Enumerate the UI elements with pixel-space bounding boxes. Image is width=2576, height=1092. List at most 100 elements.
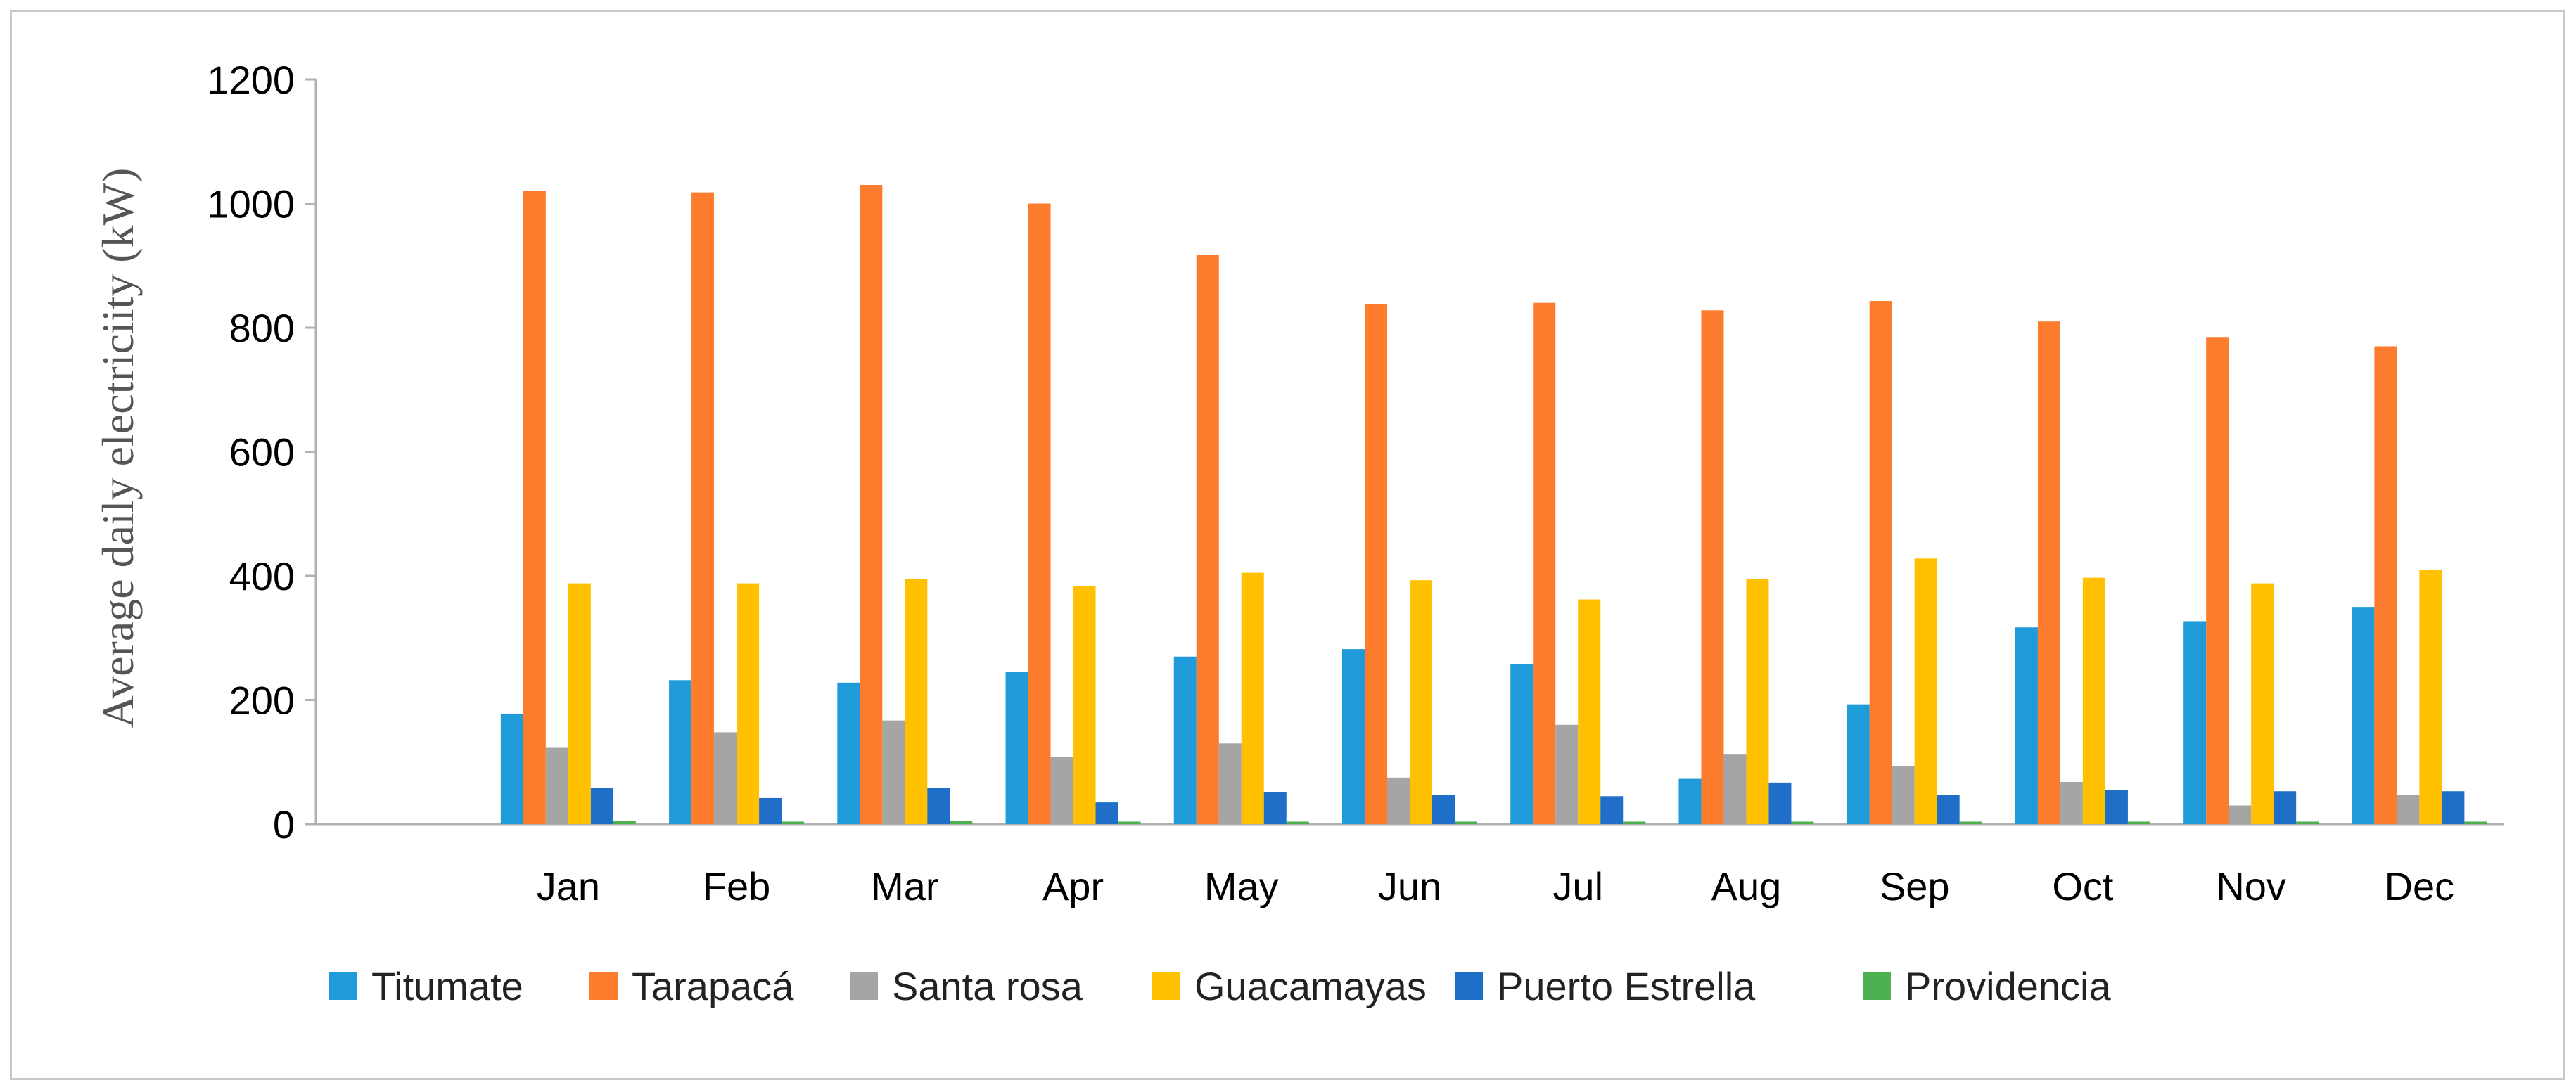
legend-swatch (1152, 972, 1180, 1000)
legend-label: Guacamayas (1194, 964, 1427, 1008)
bar (2105, 790, 2128, 824)
y-tick-label: 800 (229, 306, 295, 350)
bar (500, 713, 523, 824)
legend-label: Providencia (1905, 964, 2111, 1008)
bar (782, 821, 805, 824)
bar (2296, 821, 2319, 824)
x-tick-label: Feb (703, 864, 771, 908)
bar (837, 682, 860, 824)
x-tick-label: Jan (537, 864, 600, 908)
bar (1623, 821, 1646, 824)
bar (2037, 321, 2060, 824)
bar (2464, 821, 2487, 824)
bar (590, 788, 613, 824)
bar (1791, 821, 1814, 824)
bar (1196, 255, 1219, 824)
bar (1241, 572, 1264, 824)
x-tick-label: Oct (2052, 864, 2114, 908)
legend-swatch (329, 972, 357, 1000)
bar (1095, 802, 1118, 824)
bar (927, 788, 950, 824)
bar (714, 732, 737, 824)
bar (1533, 302, 1556, 824)
bar (1847, 704, 1870, 824)
x-tick-label: Jul (1552, 864, 1603, 908)
legend: Titumate Tarapacá Santa rosa Guacamayas Puer… (329, 964, 2111, 1008)
bar (2374, 346, 2397, 825)
bar (1892, 766, 1915, 824)
x-tick-label: May (1204, 864, 1279, 908)
y-axis-title-group: Average daily electriciity (kW) (93, 168, 143, 728)
bar (2419, 570, 2442, 824)
y-tick-label: 200 (229, 679, 295, 723)
bar (1555, 724, 1579, 824)
bar (2274, 791, 2297, 824)
bar (905, 579, 928, 824)
bar (759, 797, 782, 824)
bar (1746, 579, 1769, 824)
bar (1937, 795, 1960, 824)
bar (691, 192, 715, 824)
x-tick-label: Mar (871, 864, 938, 908)
legend-label: Tarapacá (632, 964, 794, 1008)
legend-swatch (1863, 972, 1891, 1000)
bar (1387, 777, 1410, 824)
bar (1432, 795, 1455, 824)
bars (500, 185, 2487, 825)
y-tick-label: 600 (229, 430, 295, 475)
x-tick-label: Apr (1042, 864, 1104, 908)
bar (568, 583, 591, 824)
bar (860, 185, 883, 824)
bar (1263, 792, 1287, 824)
x-tick-label: Jun (1378, 864, 1441, 908)
bar (2082, 577, 2105, 824)
bar (2229, 805, 2252, 824)
bar (2015, 627, 2038, 824)
x-ticks: Jan Feb Mar Apr May Jun Jul Aug Sep Oct Nov Dec (537, 864, 2454, 908)
legend-label: Santa rosa (892, 964, 1083, 1008)
bar (1701, 310, 1724, 824)
bar (2060, 781, 2083, 824)
bar (1073, 586, 1096, 824)
bar (1600, 796, 1624, 824)
bar (2442, 791, 2465, 824)
bar (1578, 599, 1601, 824)
bar (1768, 782, 1792, 824)
y-tick-label: 1000 (207, 182, 295, 226)
y-ticks: 0 200 400 600 800 1000 1200 (207, 58, 316, 847)
bar (1959, 821, 1982, 824)
legend-label: Puerto Estrella (1497, 964, 1756, 1008)
x-tick-label: Dec (2385, 864, 2455, 908)
bar (2352, 607, 2375, 824)
bar (2127, 821, 2150, 824)
bar (2251, 583, 2274, 824)
bar (545, 747, 568, 824)
legend-label: Titumate (371, 964, 523, 1008)
bar (669, 680, 692, 824)
bar (1410, 580, 1432, 824)
y-tick-label: 1200 (207, 58, 295, 102)
bar (2397, 795, 2420, 824)
y-tick-label: 0 (273, 802, 295, 847)
bar (1005, 672, 1028, 824)
legend-swatch (850, 972, 878, 1000)
x-tick-label: Sep (1880, 864, 1950, 908)
chart-frame: Average daily electriciity (kW) 0 200 400 6… (10, 10, 2565, 1080)
bar (1869, 301, 1892, 824)
bar (1173, 656, 1197, 824)
bar (1914, 558, 1937, 824)
x-tick-label: Nov (2216, 864, 2286, 908)
bar (1118, 821, 1141, 824)
bar (737, 583, 760, 824)
y-axis-title: Average daily electriciity (kW) (93, 168, 143, 728)
bar (950, 821, 973, 824)
bar (523, 191, 546, 825)
bar-chart: Average daily electriciity (kW) 0 200 400 6… (93, 58, 2504, 1008)
x-tick-label: Aug (1711, 864, 1782, 908)
bar (1510, 664, 1534, 824)
bar (1218, 743, 1242, 824)
bar (1365, 304, 1387, 825)
legend-swatch (589, 972, 618, 1000)
bar (1455, 821, 1477, 824)
y-tick-label: 400 (229, 554, 295, 598)
